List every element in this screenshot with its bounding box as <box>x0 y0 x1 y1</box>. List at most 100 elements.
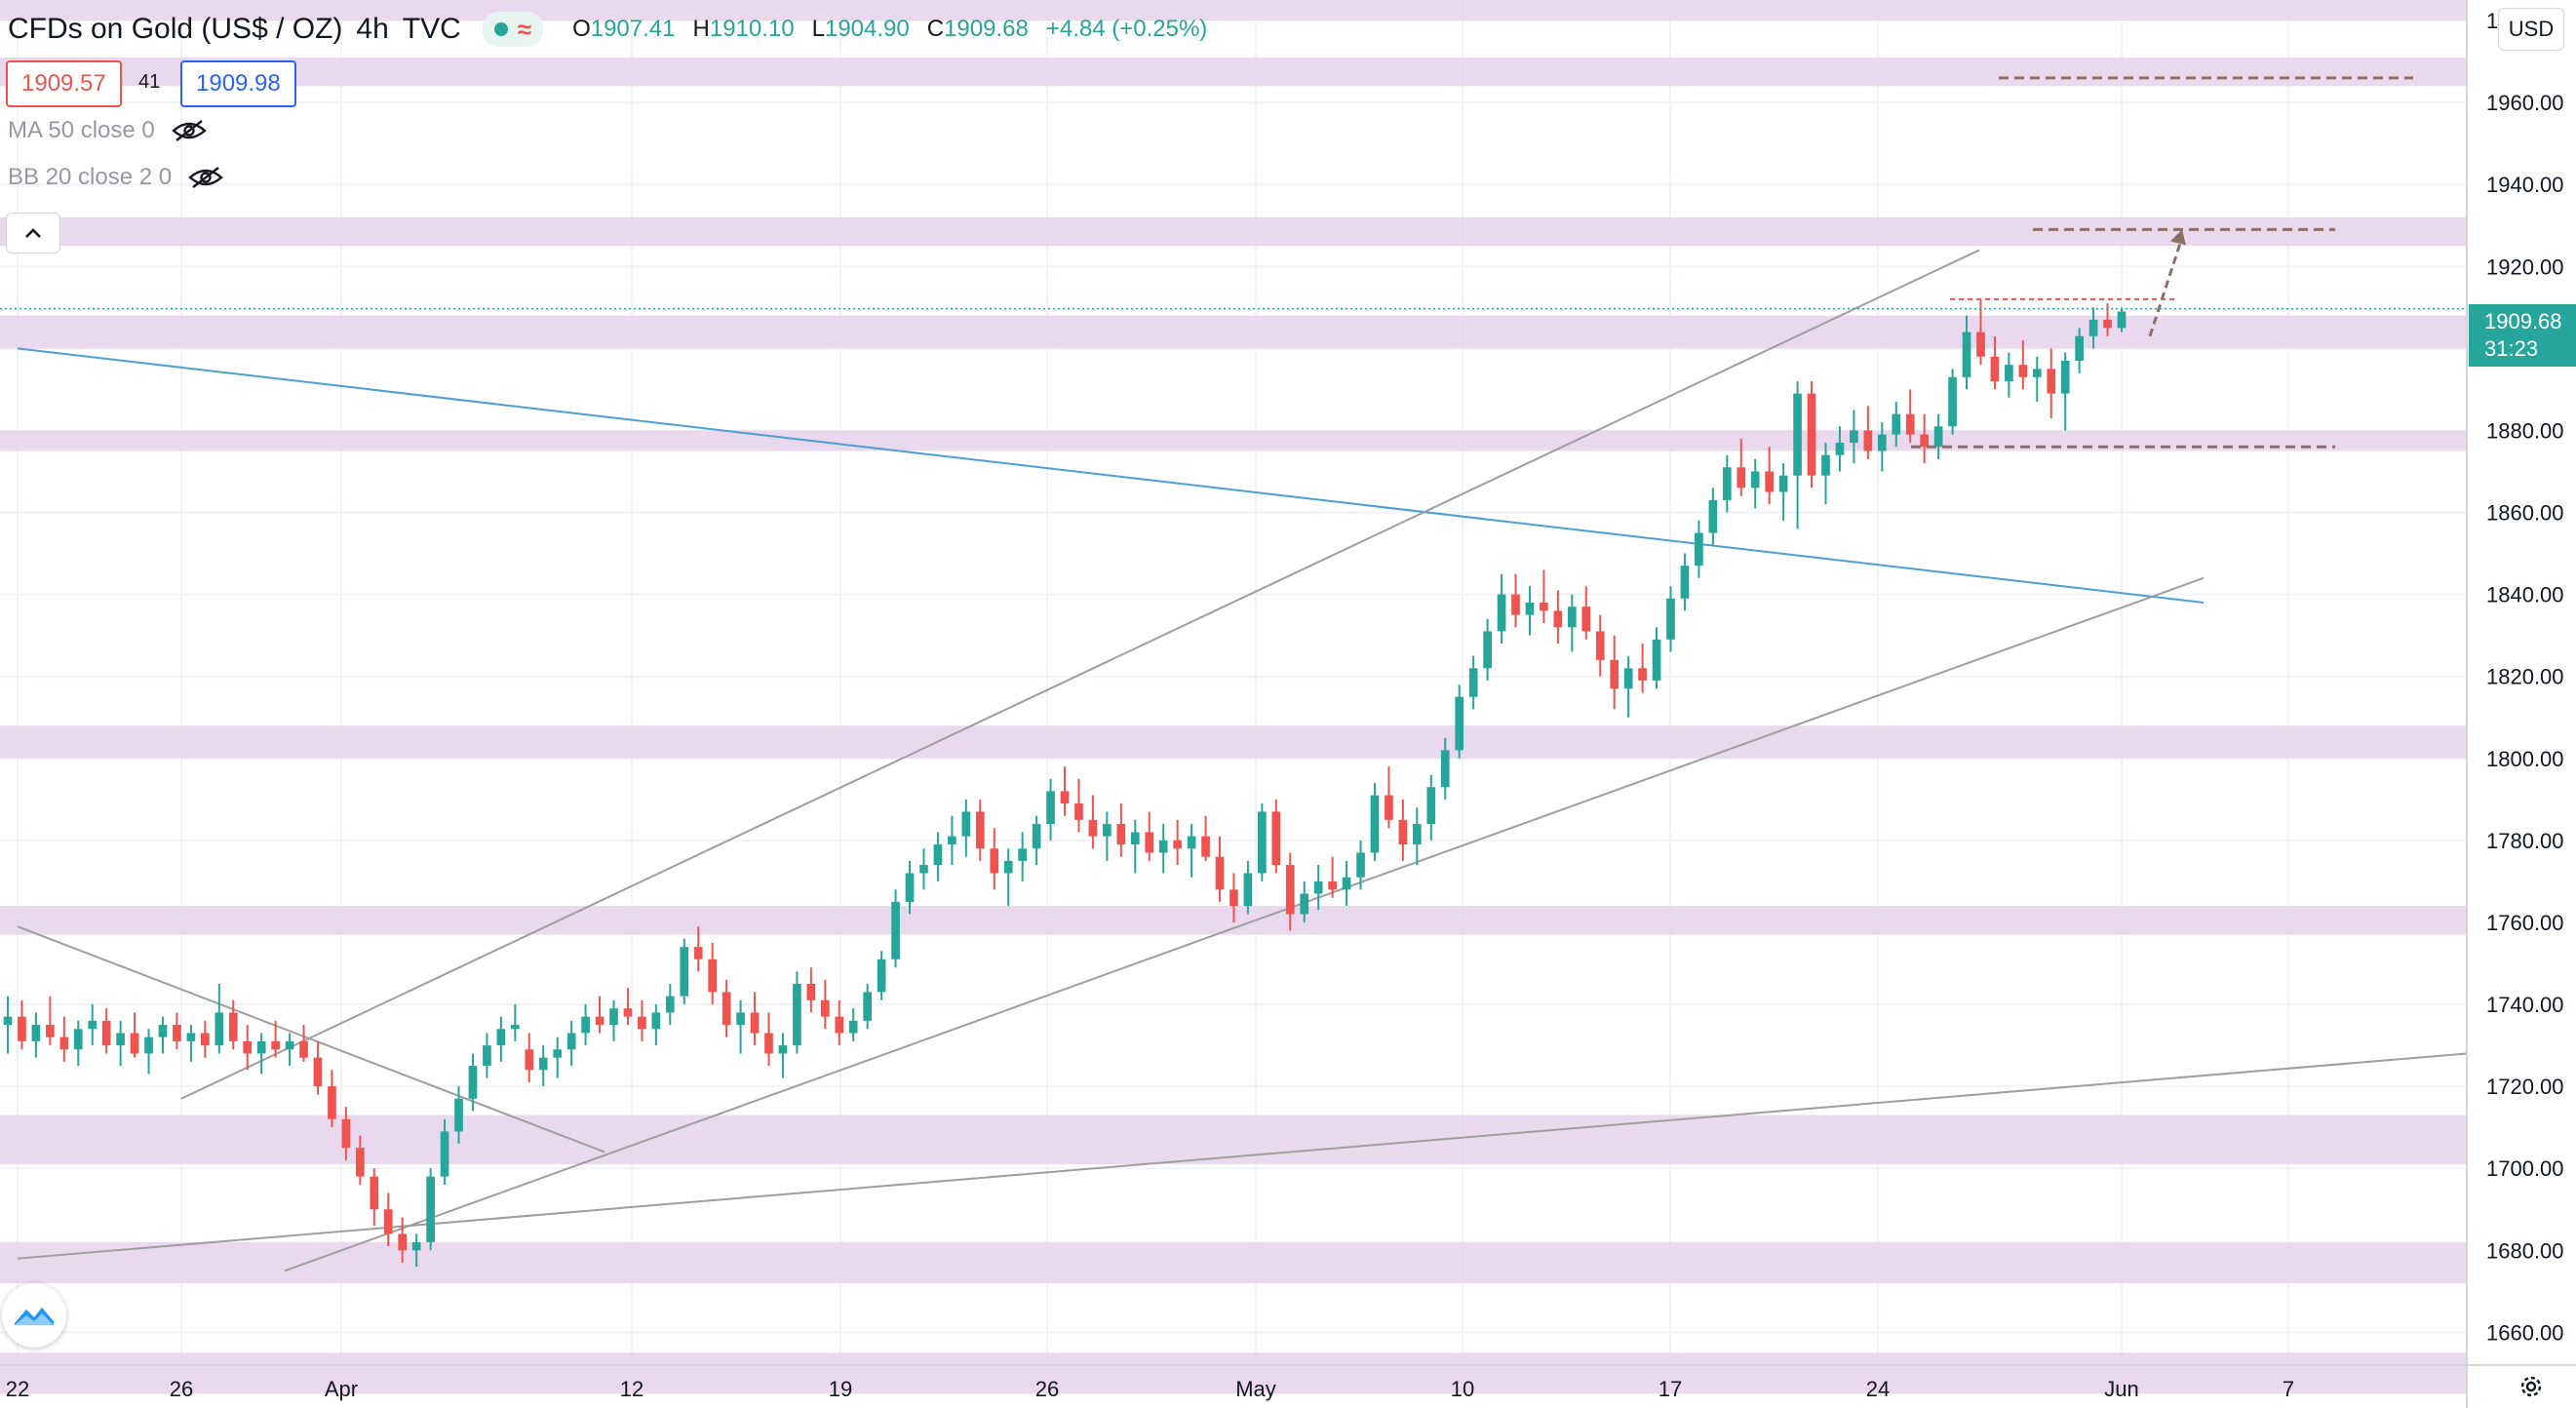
price-zone <box>0 725 2467 759</box>
candle-body <box>1328 880 1337 890</box>
indicator-bb20[interactable]: BB 20 close 2 0 <box>8 164 224 191</box>
high-value: 1910.10 <box>709 16 795 42</box>
buy-price-button[interactable]: 1909.98 <box>180 60 296 107</box>
candle-body <box>3 1016 13 1026</box>
market-status-pill[interactable]: ≈ <box>482 12 544 47</box>
candle-body <box>228 1012 238 1041</box>
trendline-descending-blue <box>17 347 2205 605</box>
projection-arrow-line <box>2148 236 2184 337</box>
candle-body <box>905 873 915 902</box>
candle-body <box>2088 319 2098 336</box>
candle-body <box>609 1008 618 1026</box>
candle-body <box>1243 873 1253 907</box>
interval-label[interactable]: 4h <box>356 13 389 45</box>
candle-body <box>454 1098 463 1132</box>
candle-body <box>665 996 675 1013</box>
time-axis-label: May <box>1235 1377 1276 1401</box>
last-price-value: 1909.68 <box>2484 309 2562 333</box>
candle-body <box>256 1040 266 1054</box>
trendline-long-support <box>17 1052 2468 1260</box>
candle-body <box>722 992 731 1026</box>
candle-body <box>130 1033 139 1054</box>
open-label: O <box>572 16 591 42</box>
candle-body <box>1398 819 1408 845</box>
candle-body <box>793 984 801 1046</box>
candle-body <box>708 958 718 993</box>
tradingview-logo-button[interactable] <box>2 1283 66 1348</box>
candle-body <box>59 1036 69 1050</box>
candle-body <box>638 1016 646 1030</box>
candle-body <box>383 1209 393 1234</box>
candle-body <box>1595 631 1605 660</box>
market-open-icon <box>493 22 508 36</box>
sell-price-button[interactable]: 1909.57 <box>6 60 122 107</box>
candle-body <box>355 1148 365 1177</box>
trendline-early-downtrend <box>17 925 605 1154</box>
price-zone <box>0 315 2467 349</box>
candle-body <box>1623 668 1633 689</box>
price-zone <box>0 1241 2467 1283</box>
candle-body <box>2018 365 2028 377</box>
candle-body <box>1229 889 1238 907</box>
price-zone <box>0 430 2467 451</box>
candle-body <box>1722 467 1732 500</box>
symbol-title[interactable]: CFDs on Gold (US$ / OZ) <box>8 13 343 45</box>
candle-body <box>525 1049 534 1071</box>
candle-body <box>1793 393 1802 476</box>
candle-body <box>680 947 689 997</box>
tradingview-logo-icon <box>15 1308 54 1325</box>
candle-body <box>1920 434 1929 448</box>
eye-hidden-icon[interactable] <box>171 119 208 142</box>
candle-body <box>116 1033 125 1046</box>
candle-body <box>1567 606 1577 628</box>
candle-body <box>651 1012 661 1030</box>
collapse-legend-button[interactable] <box>6 213 60 254</box>
candle-body <box>1158 840 1168 853</box>
price-axis-label: 1960.00 <box>2486 91 2564 115</box>
candle-body <box>1990 356 2000 381</box>
price-zone <box>0 1352 2467 1394</box>
price-axis-label: 1840.00 <box>2486 583 2564 607</box>
candle-body <box>1412 824 1422 845</box>
candle-body <box>1046 791 1055 825</box>
price-zone <box>0 216 2467 247</box>
candle-body <box>1807 393 1816 476</box>
currency-button[interactable]: USD <box>2498 8 2564 51</box>
price-zone <box>0 57 2467 87</box>
candle-body <box>2075 335 2084 361</box>
candle-body <box>1962 332 1971 377</box>
candle-body <box>2060 360 2070 394</box>
candle-body <box>975 811 985 849</box>
candle-body <box>1003 860 1013 874</box>
close-label: C <box>926 16 945 42</box>
time-axis-label: 10 <box>1451 1377 1474 1401</box>
candle-body <box>1835 443 1845 455</box>
time-axis-label: 19 <box>829 1377 852 1401</box>
candle-body <box>88 1020 98 1030</box>
eye-hidden-icon[interactable] <box>187 166 224 189</box>
candle-body <box>1652 639 1661 681</box>
chart-legend: CFDs on Gold (US$ / OZ) 4h TVC ≈ O1907.4… <box>8 8 1207 51</box>
candle-body <box>1483 631 1492 669</box>
indicator-ma50[interactable]: MA 50 close 0 <box>8 117 208 144</box>
candle-body <box>919 865 928 874</box>
candle-body <box>243 1040 253 1054</box>
candle-body <box>1525 603 1535 615</box>
trendlines <box>17 249 2468 1272</box>
price-axis-label: 1920.00 <box>2486 254 2564 279</box>
candle-body <box>411 1241 421 1251</box>
candle-body <box>1103 824 1112 837</box>
price-axis-label: 1780.00 <box>2486 829 2564 853</box>
price-axis-label: 1880.00 <box>2486 418 2564 443</box>
chart-settings-button[interactable] <box>2512 1367 2551 1406</box>
candle-body <box>101 1020 111 1046</box>
candle-body <box>31 1025 41 1041</box>
price-axis-label: 1720.00 <box>2486 1075 2564 1099</box>
candle-body <box>370 1176 379 1210</box>
candle-body <box>693 947 703 959</box>
candle-body <box>2117 311 2127 329</box>
candle-body <box>440 1131 449 1177</box>
candle-body <box>341 1118 351 1149</box>
